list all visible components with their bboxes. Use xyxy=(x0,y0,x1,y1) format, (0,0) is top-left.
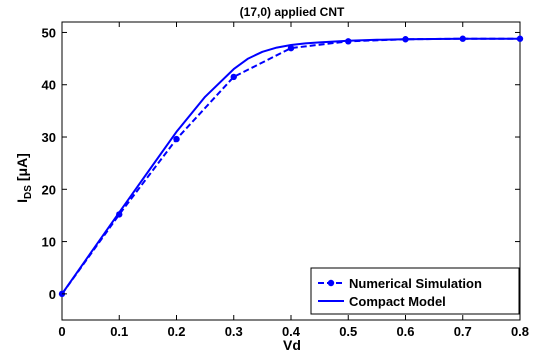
y-tick-label: 30 xyxy=(42,130,56,145)
x-tick-label: 0.5 xyxy=(339,324,357,339)
x-tick-label: 0 xyxy=(58,324,65,339)
x-axis: 0 0.1 0.2 0.3 0.4 0.5 0.6 0.7 0.8 xyxy=(58,22,529,339)
legend-box xyxy=(310,267,520,315)
x-tick-label: 0.7 xyxy=(454,324,472,339)
y-axis-label: IDS [μA] xyxy=(14,153,34,203)
y-tick-label: 50 xyxy=(42,25,56,40)
y-axis-label-main: I xyxy=(14,199,30,203)
x-tick-label: 0.3 xyxy=(225,324,243,339)
x-tick-label: 0.6 xyxy=(396,324,414,339)
legend-label-compact-model: Compact Model xyxy=(349,294,446,309)
x-tick-label: 0.1 xyxy=(110,324,128,339)
legend-label-numerical-simulation: Numerical Simulation xyxy=(349,276,482,291)
chart-title: (17,0) applied CNT xyxy=(240,5,345,19)
x-tick-label: 0.8 xyxy=(511,324,529,339)
data-point-numerical-simulation xyxy=(287,44,295,52)
y-tick-label: 10 xyxy=(42,235,56,250)
x-axis-label: Vd xyxy=(283,337,301,353)
data-point-numerical-simulation xyxy=(173,135,180,143)
x-tick-label: 0.2 xyxy=(167,324,185,339)
y-axis-label-unit: [μA] xyxy=(14,153,30,185)
x-tick-label: 0.4 xyxy=(282,324,301,339)
y-tick-label: 20 xyxy=(42,182,56,197)
y-axis-label-sub: DS xyxy=(23,185,34,199)
data-point-numerical-simulation xyxy=(230,73,237,81)
y-tick-label: 40 xyxy=(42,78,56,93)
y-axis: 0 10 20 30 40 50 xyxy=(42,25,520,302)
legend-marker-numerical-simulation xyxy=(327,279,335,287)
series-line-compact-model xyxy=(61,37,520,295)
y-tick-label: 0 xyxy=(49,287,56,302)
legend: Numerical Simulation Compact Model xyxy=(310,267,520,315)
series-line-numerical-simulation xyxy=(61,37,520,295)
